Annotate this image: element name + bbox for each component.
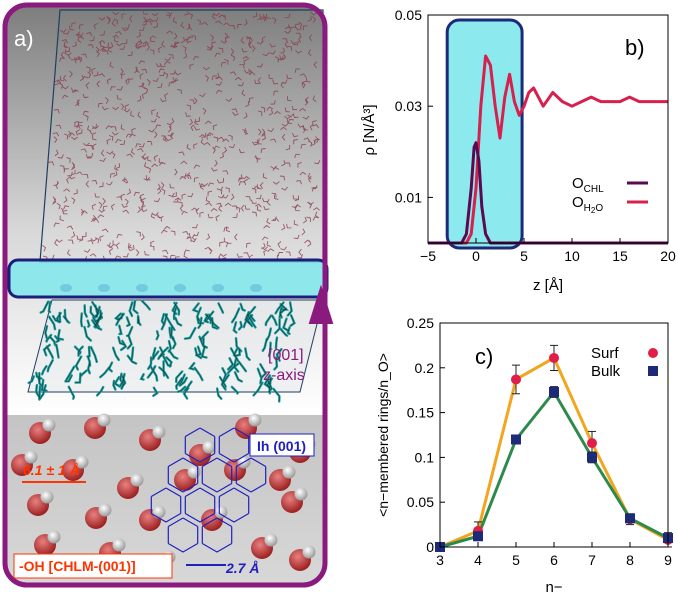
legend-surf-marker bbox=[648, 348, 658, 358]
panel-c-chart: 3 4 5 6 7 8 9 0 0.05 0.1 0.15 0.2 0.25 c) n− <n−memb… bbox=[375, 315, 673, 593]
water-hydrogen-atom bbox=[152, 505, 166, 519]
x-tick-label: 6 bbox=[550, 552, 558, 568]
water-hydrogen-atom bbox=[75, 455, 89, 469]
x-tick-label: 0 bbox=[472, 248, 480, 264]
legend-bulk-marker bbox=[648, 366, 658, 376]
y-tick-label: 0.1 bbox=[415, 449, 435, 465]
panel-b-label: b) bbox=[625, 35, 645, 60]
surface-label-box bbox=[13, 553, 173, 579]
legend-o-chl: OCHL bbox=[572, 175, 604, 195]
legend-bulk: Bulk bbox=[591, 363, 621, 380]
axis-label-z: z-axis bbox=[263, 367, 305, 384]
surface-label: -OH [CHLM-(001)] bbox=[19, 558, 136, 574]
legend-surf: Surf bbox=[591, 345, 619, 362]
data-point-bulk bbox=[473, 531, 483, 542]
water-hydrogen-atom bbox=[187, 465, 201, 479]
legend-o-h2o-sub3: O bbox=[595, 203, 603, 214]
x-tick-label: 5 bbox=[520, 248, 528, 264]
panel-b-legend: OCHL OH2O bbox=[572, 175, 648, 215]
panel-b-xlabel: z [Å] bbox=[533, 277, 563, 294]
data-point-surf bbox=[549, 352, 559, 363]
legend-o-h2o: OH2O bbox=[572, 194, 603, 215]
panel-b-chart: −5 0 5 10 15 20 0.01 0.03 0.05 b) z [Å] ρ [N/Å³]… bbox=[361, 7, 676, 294]
y-tick-label: 0.15 bbox=[407, 405, 434, 421]
y-tick-label: 0.05 bbox=[407, 494, 434, 510]
panel-c-xlabel: n− bbox=[545, 579, 562, 593]
water-hydrogen-atom bbox=[294, 487, 308, 501]
x-tick-label: 15 bbox=[612, 248, 628, 264]
interface-highlight-box bbox=[7, 258, 329, 299]
water-hydrogen-atom bbox=[112, 538, 126, 552]
x-tick-label: 3 bbox=[436, 552, 444, 568]
data-point-surf bbox=[587, 438, 597, 449]
x-tick-label: 10 bbox=[564, 248, 580, 264]
y-tick-label: 0 bbox=[426, 539, 434, 555]
water-hydrogen-atom bbox=[282, 465, 296, 479]
series-line-bulk bbox=[439, 389, 669, 549]
panel-c-label: c) bbox=[475, 344, 493, 369]
water-hydrogen-atom bbox=[202, 440, 216, 454]
data-point-surf bbox=[511, 374, 521, 385]
water-hydrogen-atom bbox=[98, 503, 112, 517]
ice-label-box bbox=[249, 433, 315, 457]
panel-a: a) [001] z-axis Ih (001) 6.1 ± 1 Å 2.7 Å… bbox=[2, 2, 334, 588]
panel-b-ylabel: ρ [N/Å³] bbox=[361, 104, 378, 155]
legend-o-h2o-sub2: 2 bbox=[591, 206, 596, 215]
panel-a-label: a) bbox=[14, 26, 34, 51]
water-hydrogen-atom bbox=[47, 530, 61, 544]
blue-distance-label: 2.7 Å bbox=[225, 560, 259, 576]
legend-o-chl-sub: CHL bbox=[584, 184, 604, 195]
x-tick-label: 20 bbox=[660, 248, 676, 264]
data-point-bulk bbox=[587, 452, 597, 463]
y-tick-label: 0.2 bbox=[415, 360, 435, 376]
y-tick-label: 0.05 bbox=[395, 7, 422, 23]
cholesterol-chain-edges bbox=[28, 300, 295, 402]
x-tick-label: 9 bbox=[664, 552, 672, 568]
data-point-bulk bbox=[549, 386, 559, 397]
panel-c-legend: Surf Bulk bbox=[591, 345, 658, 380]
x-tick-label: 5 bbox=[512, 552, 520, 568]
water-hydrogen-atom bbox=[248, 413, 262, 427]
ice-lattice bbox=[150, 427, 267, 553]
x-tick-label: 8 bbox=[626, 552, 634, 568]
x-tick-label: −5 bbox=[420, 248, 436, 264]
y-tick-label: 0.03 bbox=[395, 98, 422, 114]
z-axis-arrow bbox=[308, 284, 334, 324]
data-point-bulk bbox=[511, 434, 521, 445]
water-hydrogen-atom bbox=[130, 473, 144, 487]
panel-c-ylabel: <n−membered rings/n_O> bbox=[375, 353, 391, 517]
y-tick-label: 0.25 bbox=[407, 315, 434, 331]
axis-label-001: [001] bbox=[268, 347, 304, 364]
red-distance-label: 6.1 ± 1 Å bbox=[23, 462, 80, 478]
water-hydrogen-atom bbox=[152, 425, 166, 439]
water-hydrogen-atom bbox=[264, 533, 278, 547]
interface-region-highlight bbox=[445, 18, 524, 250]
water-hydrogen-atom bbox=[24, 450, 38, 464]
water-hydrogen-atom bbox=[97, 413, 111, 427]
ice-surface-view bbox=[11, 413, 316, 576]
water-hydrogen-atom bbox=[42, 418, 56, 432]
x-tick-label: 4 bbox=[474, 552, 482, 568]
panel-a-frame bbox=[2, 2, 328, 588]
water-hydrogen-atom bbox=[302, 545, 316, 559]
panel-b-plot-frame bbox=[427, 14, 669, 244]
water-hydrogen-atom bbox=[214, 505, 228, 519]
legend-o-h2o-sub: H bbox=[584, 203, 591, 214]
series-line-o-h2o bbox=[428, 54, 668, 245]
water-hydrogen-atom bbox=[40, 490, 54, 504]
y-tick-label: 0.01 bbox=[395, 189, 422, 205]
series-line-o-chl bbox=[428, 141, 668, 245]
data-point-bulk bbox=[625, 513, 635, 524]
ice-label: Ih (001) bbox=[257, 438, 306, 454]
x-tick-label: 7 bbox=[588, 552, 596, 568]
